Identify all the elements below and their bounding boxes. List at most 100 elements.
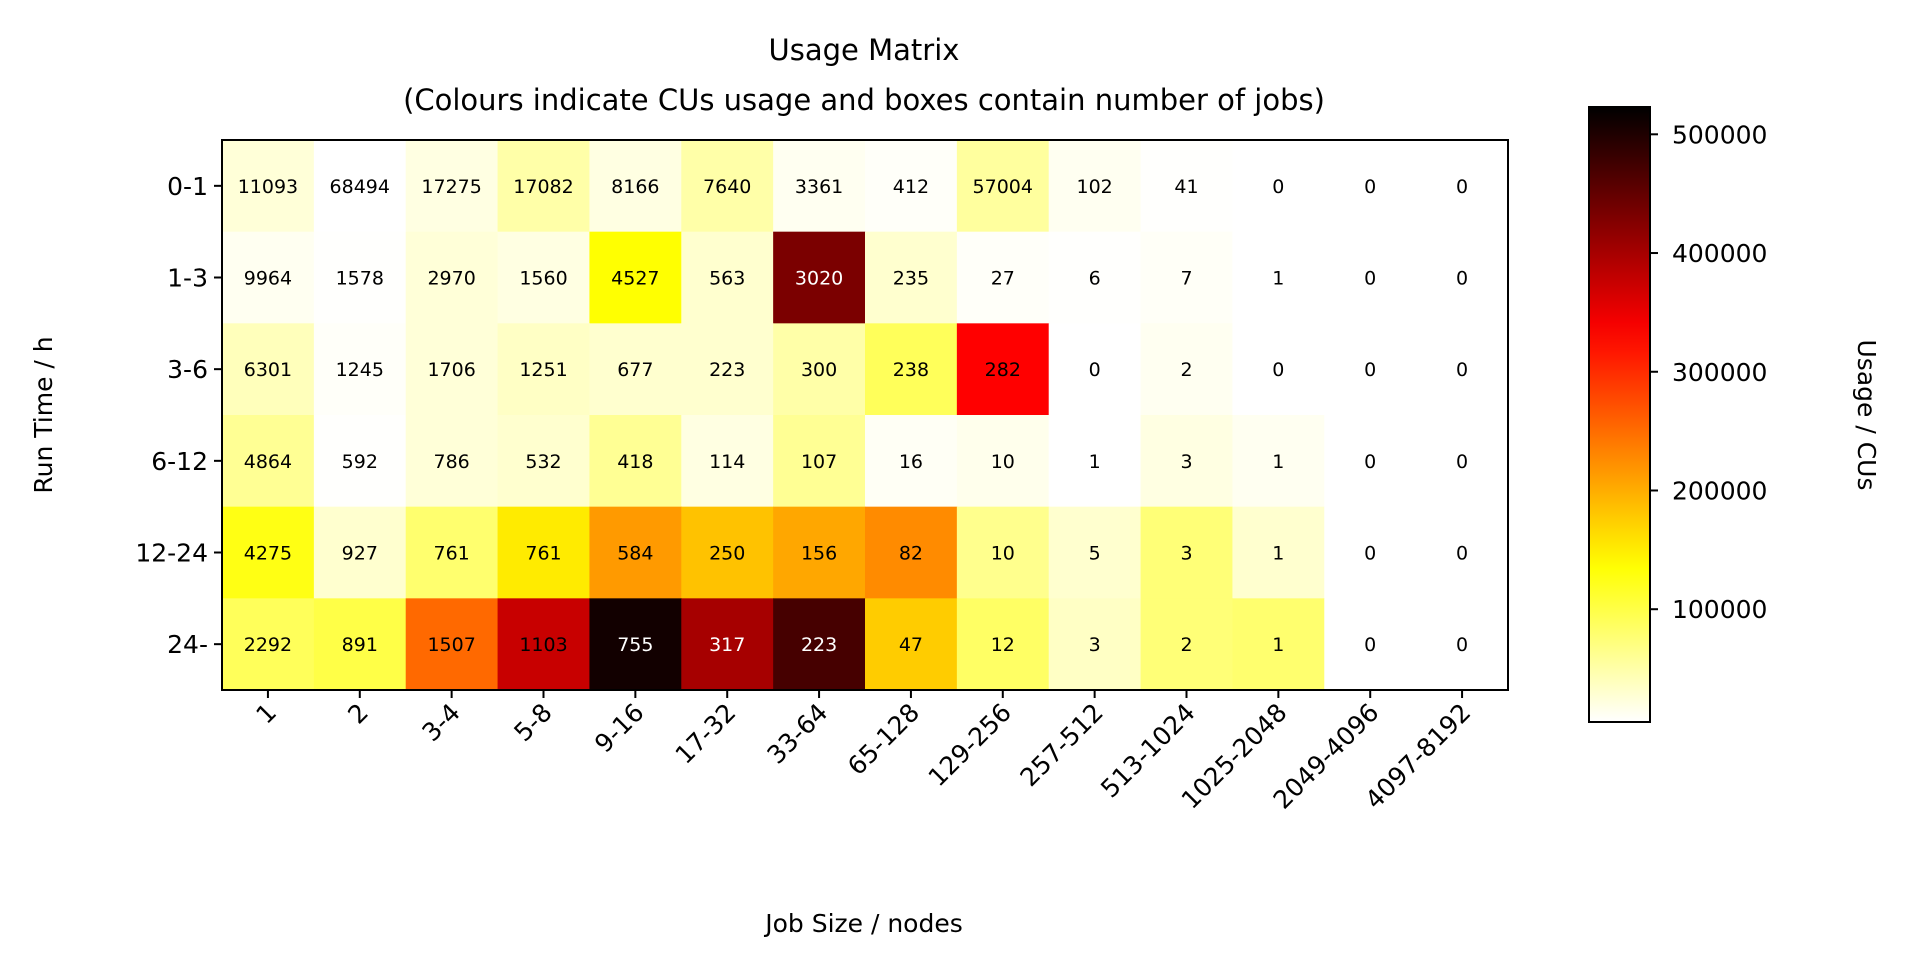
heatmap-cell — [956, 506, 1050, 599]
heatmap-cells: 11093 68494 17275 17082 8166 7640 3361 412 57004… — [222, 140, 1509, 691]
x-tick-label: 2 — [342, 698, 374, 730]
heatmap-cell — [313, 231, 407, 324]
heatmap-cell — [589, 598, 682, 691]
y-tick-label: 12-24 — [135, 539, 208, 568]
heatmap-cell — [1324, 598, 1417, 691]
heatmap-cell — [313, 140, 407, 233]
cell-job-count: 2 — [1180, 634, 1192, 656]
heatmap-cell — [497, 506, 590, 599]
cell-job-count: 927 — [342, 543, 378, 565]
heatmap-cell — [865, 506, 958, 599]
cell-job-count: 1578 — [336, 268, 384, 290]
x-axis-label: Job Size / nodes — [763, 909, 963, 938]
colorbar-tick-label: 100000 — [1672, 595, 1767, 624]
heatmap-cell — [865, 231, 958, 324]
cell-job-count: 4864 — [244, 451, 292, 473]
cell-job-count: 1 — [1272, 451, 1284, 473]
y-tick-label: 6-12 — [151, 447, 208, 476]
cell-job-count: 0 — [1456, 359, 1468, 381]
x-tick-label: 1 — [250, 698, 282, 730]
heatmap-cell — [313, 323, 407, 416]
cell-job-count: 235 — [893, 268, 929, 290]
heatmap-cell — [222, 598, 315, 691]
cell-job-count: 2970 — [427, 268, 475, 290]
cell-job-count: 3020 — [795, 268, 843, 290]
x-tick-label: 3-4 — [416, 698, 465, 747]
heatmap-cell — [405, 415, 499, 508]
cell-job-count: 532 — [525, 451, 561, 473]
x-tick-label: 33-64 — [761, 698, 833, 770]
heatmap-cell — [1232, 598, 1325, 691]
heatmap-cell — [1324, 323, 1417, 416]
cell-job-count: 1103 — [519, 634, 567, 656]
cell-job-count: 1560 — [519, 268, 567, 290]
cell-job-count: 0 — [1089, 359, 1101, 381]
y-tick-label: 24- — [167, 630, 208, 659]
cell-job-count: 41 — [1174, 176, 1198, 198]
heatmap-cell — [1416, 506, 1509, 599]
heatmap-cell — [589, 231, 682, 324]
heatmap-cell — [1140, 415, 1233, 508]
cell-job-count: 0 — [1364, 268, 1376, 290]
cell-job-count: 4275 — [244, 543, 292, 565]
heatmap-cell — [865, 598, 958, 691]
heatmap-cell — [1324, 140, 1417, 233]
cell-job-count: 0 — [1364, 634, 1376, 656]
x-tick-label: 9-16 — [589, 698, 650, 759]
cell-job-count: 0 — [1272, 176, 1284, 198]
cell-job-count: 9964 — [244, 268, 292, 290]
cell-job-count: 7640 — [703, 176, 751, 198]
y-tick-label: 1-3 — [167, 264, 208, 293]
heatmap-cell — [222, 231, 315, 324]
heatmap-cell — [681, 140, 774, 233]
cell-job-count: 3361 — [795, 176, 843, 198]
heatmap-cell — [1048, 598, 1142, 691]
cell-job-count: 0 — [1456, 451, 1468, 473]
cell-job-count: 8166 — [611, 176, 659, 198]
heatmap-cell — [681, 323, 774, 416]
cell-job-count: 102 — [1077, 176, 1113, 198]
heatmap-cell — [956, 140, 1050, 233]
heatmap-cell — [313, 415, 407, 508]
cell-job-count: 0 — [1364, 451, 1376, 473]
cell-job-count: 82 — [899, 543, 923, 565]
y-tick-label: 0-1 — [167, 172, 208, 201]
heatmap-cell — [1324, 415, 1417, 508]
cell-job-count: 891 — [342, 634, 378, 656]
cell-job-count: 1251 — [519, 359, 567, 381]
heatmap-cell — [222, 415, 315, 508]
heatmap-cell — [1416, 231, 1509, 324]
cell-job-count: 238 — [893, 359, 929, 381]
heatmap-cell — [405, 323, 499, 416]
x-tick-label: 129-256 — [923, 698, 1017, 792]
cell-job-count: 10 — [991, 543, 1015, 565]
colorbar-label: Usage / CUs — [1852, 340, 1881, 491]
cell-job-count: 156 — [801, 543, 837, 565]
heatmap-cell — [1232, 506, 1325, 599]
heatmap-cell — [681, 506, 774, 599]
cell-job-count: 0 — [1272, 359, 1284, 381]
cell-job-count: 17275 — [421, 176, 481, 198]
heatmap-cell — [1140, 598, 1233, 691]
cell-job-count: 223 — [709, 359, 745, 381]
heatmap-cell — [681, 231, 774, 324]
cell-job-count: 250 — [709, 543, 745, 565]
cell-job-count: 68494 — [330, 176, 390, 198]
cell-job-count: 1706 — [427, 359, 475, 381]
heatmap-cell — [1140, 140, 1233, 233]
heatmap-cell — [497, 415, 590, 508]
x-tick-label: 65-128 — [842, 698, 925, 781]
colorbar-tick-label: 400000 — [1672, 239, 1767, 268]
cell-job-count: 107 — [801, 451, 837, 473]
cell-job-count: 2292 — [244, 634, 292, 656]
cell-job-count: 0 — [1456, 268, 1468, 290]
cell-job-count: 0 — [1456, 543, 1468, 565]
heatmap-cell — [497, 140, 590, 233]
heatmap-cell — [956, 598, 1050, 691]
heatmap-cell — [1140, 506, 1233, 599]
cell-job-count: 418 — [617, 451, 653, 473]
cell-job-count: 3 — [1180, 451, 1192, 473]
x-tick-label: 257-512 — [1015, 698, 1109, 792]
heatmap-cell — [589, 323, 682, 416]
